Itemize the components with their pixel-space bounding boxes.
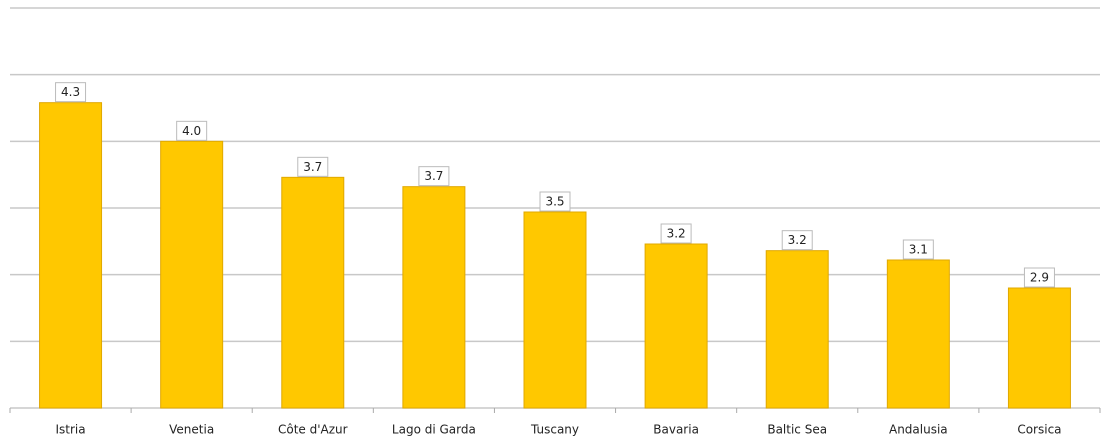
data-label-box: [539, 191, 571, 212]
x-tick-label: Bavaria: [653, 423, 699, 437]
data-label-box: [176, 120, 208, 141]
x-tick-label: Côte d'Azur: [278, 423, 348, 437]
data-label-box: [781, 230, 813, 251]
data-label: 2.9: [1030, 271, 1049, 285]
data-label-box: [55, 82, 87, 103]
data-label-box: [902, 239, 934, 260]
x-tick-label: Tuscany: [530, 423, 579, 437]
bar: [1007, 287, 1071, 409]
data-label-box: [660, 223, 692, 244]
data-label-box: [297, 156, 329, 177]
data-label: 3.2: [788, 233, 807, 247]
data-label-box: [418, 166, 450, 187]
bar: [281, 176, 345, 409]
bar: [160, 140, 224, 409]
data-label: 3.7: [424, 169, 443, 183]
data-label: 4.3: [61, 85, 80, 99]
x-tick-label: Baltic Sea: [767, 423, 827, 437]
bar: [402, 186, 466, 409]
x-tick-label: Venetia: [169, 423, 214, 437]
bar: [886, 259, 950, 409]
x-tick-label: Corsica: [1017, 423, 1061, 437]
x-tick-label: Istria: [55, 423, 85, 437]
data-label: 3.7: [303, 160, 322, 174]
data-label: 3.1: [909, 243, 928, 257]
data-label: 4.0: [182, 124, 201, 138]
data-label-box: [1023, 267, 1055, 288]
bar: [644, 243, 708, 409]
bar: [39, 102, 103, 409]
data-label: 3.5: [545, 195, 564, 209]
bar: [523, 211, 587, 409]
x-tick-label: Lago di Garda: [392, 423, 476, 437]
data-label: 3.2: [667, 227, 686, 241]
bar: [765, 250, 829, 409]
x-tick-label: Andalusia: [889, 423, 948, 437]
